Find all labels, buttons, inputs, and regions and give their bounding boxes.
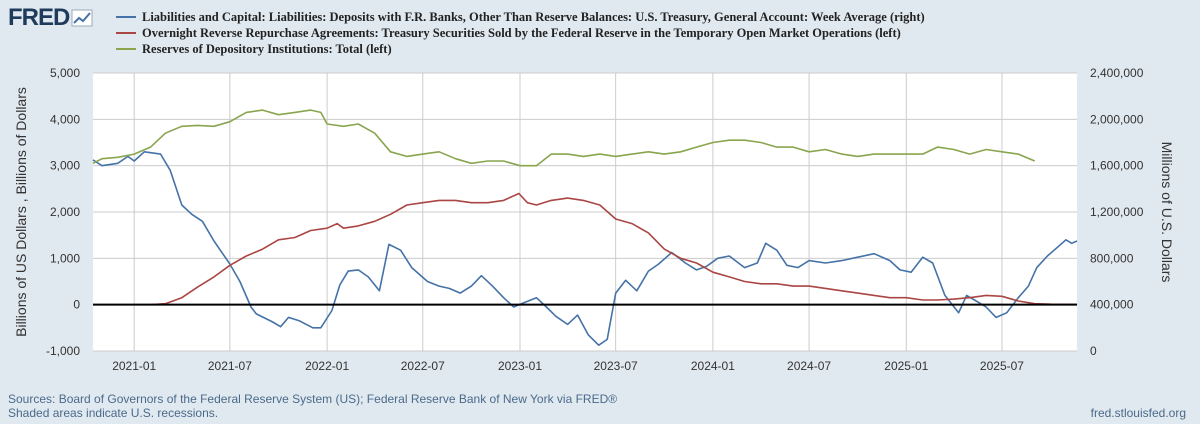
y-right-tick-label: 400,000	[1090, 298, 1134, 312]
chart-trend-icon	[71, 9, 93, 27]
y-left-tick-label: 1,000	[50, 251, 80, 265]
chart-legend: Liabilities and Capital: Liabilities: De…	[116, 9, 925, 57]
y-axis-right-title: Millions of U.S. Dollars	[1159, 142, 1175, 283]
legend-label-reserves: Reserves of Depository Institutions: Tot…	[142, 41, 392, 56]
y-axis-left-title: Billions of US Dollars , Billions of Dol…	[13, 87, 29, 337]
y-left-tick-label: 3,000	[50, 159, 80, 173]
y-left-tick-label: 0	[73, 298, 80, 312]
y-right-tick-label: 800,000	[1090, 251, 1134, 265]
footer-sources: Sources: Board of Governors of the Feder…	[8, 392, 617, 420]
legend-swatch-blue	[116, 16, 136, 18]
series-line-reserves	[92, 109, 1036, 167]
x-tick-label: 2025-01	[884, 359, 928, 373]
x-tick-label: 2021-01	[112, 359, 156, 373]
legend-swatch-red	[116, 32, 136, 34]
x-tick-label: 2025-07	[980, 359, 1024, 373]
y-right-tick-label: 1,200,000	[1090, 205, 1144, 219]
y-left-tick-label: 2,000	[50, 205, 80, 219]
y-left-tick-label: 5,000	[50, 66, 80, 80]
legend-label-rrp: Overnight Reverse Repurchase Agreements:…	[142, 25, 901, 40]
legend-item-reserves[interactable]: Reserves of Depository Institutions: Tot…	[116, 41, 925, 57]
y-right-tick-label: 1,600,000	[1090, 159, 1144, 173]
x-tick-label: 2024-07	[787, 359, 831, 373]
y-right-tick-label: 2,400,000	[1090, 66, 1144, 80]
x-tick-label: 2021-07	[208, 359, 252, 373]
y-left-tick-label: -1,000	[46, 344, 80, 358]
x-tick-label: 2023-07	[594, 359, 638, 373]
footer-source-text: Sources: Board of Governors of the Feder…	[8, 392, 618, 406]
series-line-rrp	[93, 192, 1078, 306]
legend-item-tga[interactable]: Liabilities and Capital: Liabilities: De…	[116, 9, 925, 25]
legend-item-rrp[interactable]: Overnight Reverse Repurchase Agreements:…	[116, 25, 925, 41]
x-tick-label: 2022-07	[401, 359, 445, 373]
fred-logo-text: FRED	[8, 4, 70, 31]
fred-logo[interactable]: FRED	[8, 4, 93, 32]
x-tick-label: 2023-01	[498, 359, 542, 373]
series-line-tga	[92, 151, 1078, 347]
x-tick-label: 2024-01	[691, 359, 735, 373]
y-left-tick-label: 4,000	[50, 112, 80, 126]
footer-recession-note: Shaded areas indicate U.S. recessions.	[8, 406, 219, 420]
x-tick-label: 2022-01	[305, 359, 349, 373]
y-right-tick-label: 0	[1090, 344, 1097, 358]
legend-swatch-green	[116, 48, 136, 50]
y-right-tick-label: 2,000,000	[1090, 112, 1144, 126]
legend-label-tga: Liabilities and Capital: Liabilities: De…	[142, 9, 925, 24]
footer-site-link[interactable]: fred.stlouisfed.org	[1090, 406, 1186, 420]
